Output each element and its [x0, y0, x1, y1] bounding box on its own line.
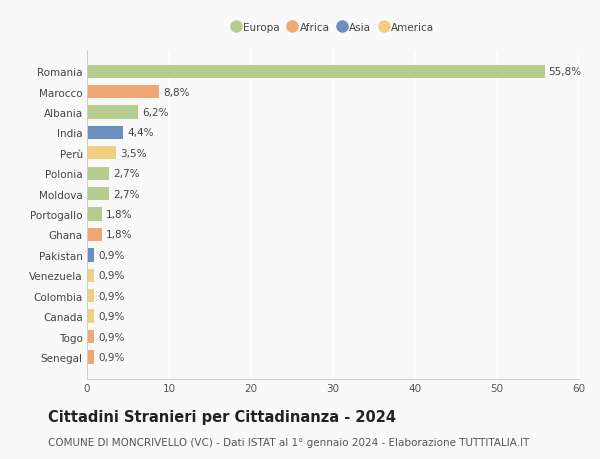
Text: 2,7%: 2,7%: [113, 169, 140, 179]
Text: 55,8%: 55,8%: [548, 67, 582, 77]
Text: 0,9%: 0,9%: [98, 271, 125, 280]
Bar: [87, 127, 123, 140]
Text: 8,8%: 8,8%: [163, 87, 190, 97]
Text: COMUNE DI MONCRIVELLO (VC) - Dati ISTAT al 1° gennaio 2024 - Elaborazione TUTTIT: COMUNE DI MONCRIVELLO (VC) - Dati ISTAT …: [48, 437, 529, 448]
Text: 3,5%: 3,5%: [120, 149, 146, 158]
Bar: [87, 188, 109, 201]
Bar: [87, 228, 102, 241]
Text: 0,9%: 0,9%: [98, 291, 125, 301]
Text: 0,9%: 0,9%: [98, 352, 125, 362]
Text: 6,2%: 6,2%: [142, 108, 169, 118]
Bar: [87, 290, 94, 302]
Bar: [87, 147, 116, 160]
Bar: [87, 310, 94, 323]
Bar: [87, 330, 94, 343]
Text: 0,9%: 0,9%: [98, 332, 125, 342]
Bar: [87, 65, 545, 78]
Bar: [87, 106, 138, 119]
Bar: [87, 208, 102, 221]
Text: 1,8%: 1,8%: [106, 210, 133, 219]
Bar: [87, 86, 159, 99]
Text: 0,9%: 0,9%: [98, 250, 125, 260]
Text: 1,8%: 1,8%: [106, 230, 133, 240]
Text: 2,7%: 2,7%: [113, 189, 140, 199]
Legend: Europa, Africa, Asia, America: Europa, Africa, Asia, America: [232, 23, 434, 33]
Bar: [87, 269, 94, 282]
Bar: [87, 351, 94, 364]
Bar: [87, 167, 109, 180]
Text: 4,4%: 4,4%: [127, 128, 154, 138]
Text: Cittadini Stranieri per Cittadinanza - 2024: Cittadini Stranieri per Cittadinanza - 2…: [48, 409, 396, 425]
Bar: [87, 249, 94, 262]
Text: 0,9%: 0,9%: [98, 311, 125, 321]
